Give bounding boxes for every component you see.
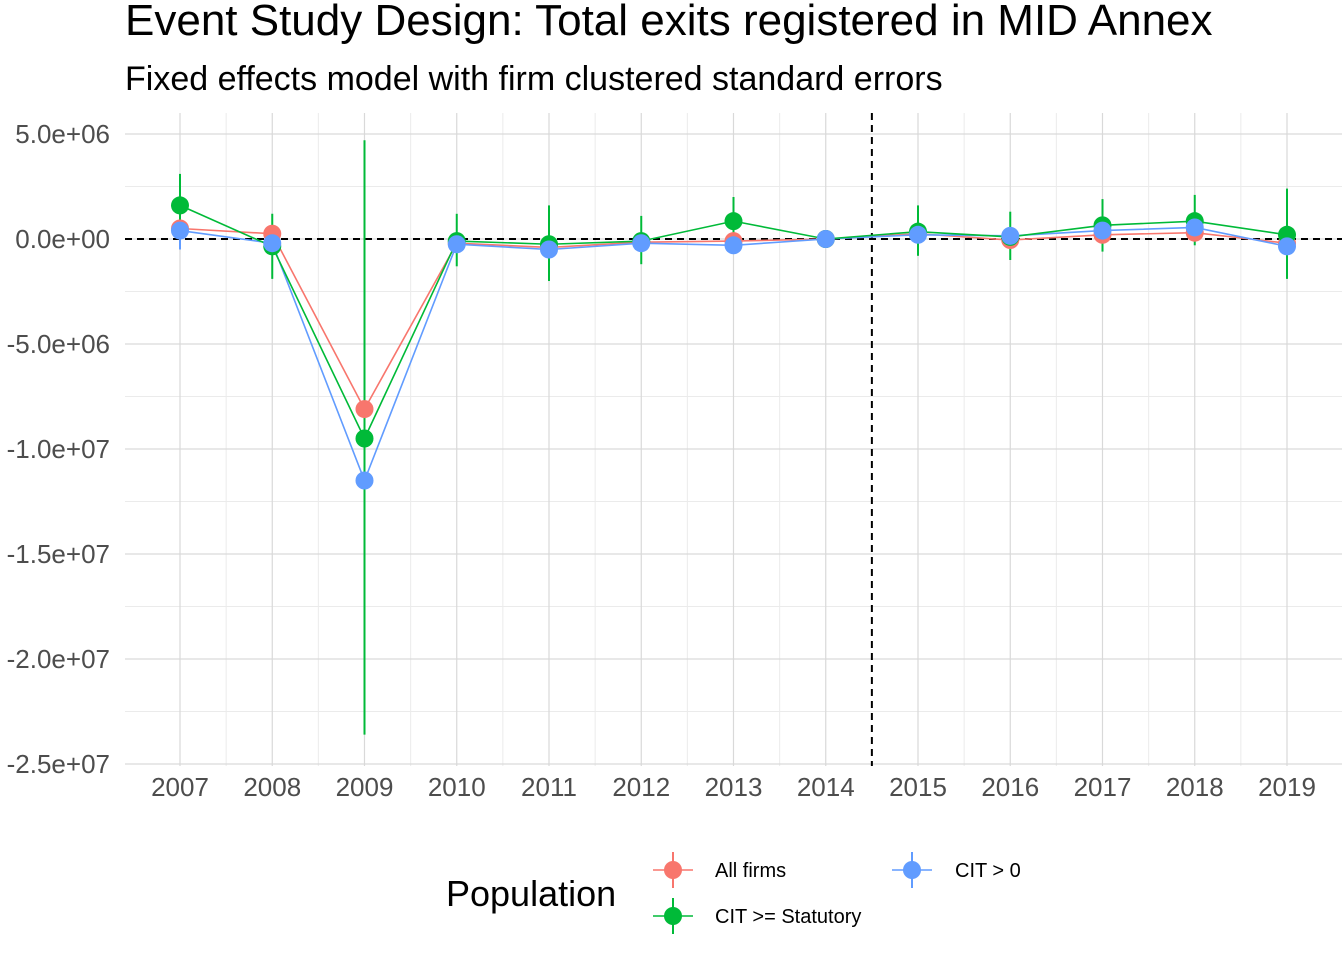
- data-point: [171, 196, 189, 215]
- y-tick-label: -5.0e+06: [7, 329, 110, 359]
- y-tick-label: -2.0e+07: [7, 644, 110, 674]
- data-point: [724, 212, 743, 231]
- x-tick-label: 2013: [705, 772, 763, 802]
- chart-title: Event Study Design: Total exits register…: [125, 0, 1213, 45]
- legend-title: Population: [446, 873, 616, 914]
- data-point: [1278, 237, 1296, 256]
- y-tick-label: 5.0e+06: [15, 119, 110, 149]
- y-tick-label: 0.0e+00: [15, 224, 110, 254]
- x-tick-label: 2019: [1258, 772, 1316, 802]
- y-tick-label: -2.5e+07: [7, 749, 110, 779]
- legend-key-point: [903, 861, 921, 879]
- x-tick-label: 2011: [521, 772, 577, 802]
- data-point: [632, 234, 651, 253]
- y-tick-label: -1.5e+07: [7, 539, 110, 569]
- data-point: [724, 236, 743, 255]
- data-point: [447, 235, 466, 254]
- data-point: [1001, 226, 1020, 245]
- x-tick-label: 2018: [1166, 772, 1224, 802]
- data-point: [355, 400, 374, 419]
- data-point: [1093, 221, 1112, 240]
- series-layer: [171, 140, 1296, 735]
- legend-label: CIT >= Statutory: [715, 906, 861, 928]
- legend-item: CIT >= Statutory: [653, 898, 861, 934]
- x-tick-label: 2007: [151, 772, 209, 802]
- data-point: [263, 234, 282, 253]
- legend-keys: All firms CIT >= Statutory CIT > 0: [653, 852, 1021, 934]
- x-tick-label: 2012: [612, 772, 670, 802]
- legend-item: CIT > 0: [892, 852, 1021, 888]
- legend: Population All firms CIT >= Statutory CIT …: [446, 852, 1021, 934]
- x-axis: 2007 2008 2009 2010 2011 2012 2013 2014 2015 2016…: [151, 772, 1316, 802]
- data-point: [540, 240, 558, 259]
- data-point: [816, 230, 835, 248]
- data-point: [1185, 218, 1204, 237]
- x-tick-label: 2010: [428, 772, 486, 802]
- x-tick-label: 2008: [243, 772, 301, 802]
- x-tick-label: 2015: [889, 772, 947, 802]
- x-tick-label: 2017: [1074, 772, 1132, 802]
- data-point: [909, 225, 927, 244]
- y-axis: 5.0e+06 0.0e+00 -5.0e+06 -1.0e+07 -1.5e+07 -2…: [7, 119, 110, 779]
- legend-label: All firms: [715, 860, 786, 882]
- legend-key-point: [664, 861, 682, 879]
- legend-key-point: [664, 907, 682, 925]
- data-point: [355, 471, 374, 490]
- plot-panel: [125, 113, 1342, 766]
- x-tick-label: 2009: [336, 772, 394, 802]
- y-tick-label: -1.0e+07: [7, 434, 110, 464]
- legend-item: All firms: [653, 852, 786, 888]
- x-tick-label: 2016: [981, 772, 1039, 802]
- chart-subtitle: Fixed effects model with firm clustered …: [125, 60, 943, 98]
- data-point: [355, 429, 374, 448]
- x-tick-label: 2014: [797, 772, 855, 802]
- legend-label: CIT > 0: [955, 860, 1021, 882]
- data-point: [171, 221, 189, 240]
